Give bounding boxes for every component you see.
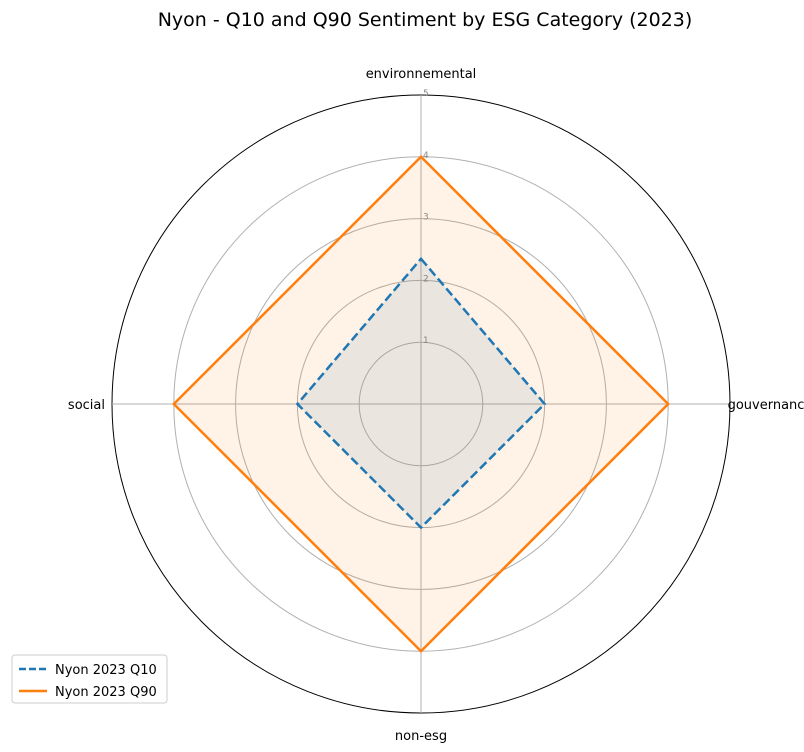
chart-title: Nyon - Q10 and Q90 Sentiment by ESG Cate… — [158, 9, 693, 31]
category-label-gouvernance: gouvernance — [728, 398, 804, 413]
category-label-environnemental: environnemental — [366, 67, 477, 82]
r-tick-label: 2 — [423, 274, 429, 284]
series-line-2 — [172, 155, 670, 653]
legend: Nyon 2023 Q10 Nyon 2023 Q90 — [11, 654, 168, 704]
series-area-2 — [173, 156, 669, 652]
r-tick-label: 5 — [423, 89, 429, 99]
series-layer — [172, 155, 670, 653]
category-label-social: social — [68, 398, 105, 413]
series-line-1 — [295, 256, 547, 530]
r-tick-label: 1 — [423, 336, 429, 346]
axis-labels: environnemental gouvernance non-esg social — [68, 67, 804, 744]
category-label-non-esg: non-esg — [395, 729, 447, 744]
legend-box — [11, 654, 168, 704]
r-tick-label: 4 — [423, 151, 429, 161]
legend-label-2: Nyon 2023 Q90 — [55, 685, 157, 700]
legend-label-1: Nyon 2023 Q10 — [55, 663, 157, 678]
r-tick-label: 3 — [423, 213, 429, 223]
series-area-1 — [297, 258, 545, 528]
